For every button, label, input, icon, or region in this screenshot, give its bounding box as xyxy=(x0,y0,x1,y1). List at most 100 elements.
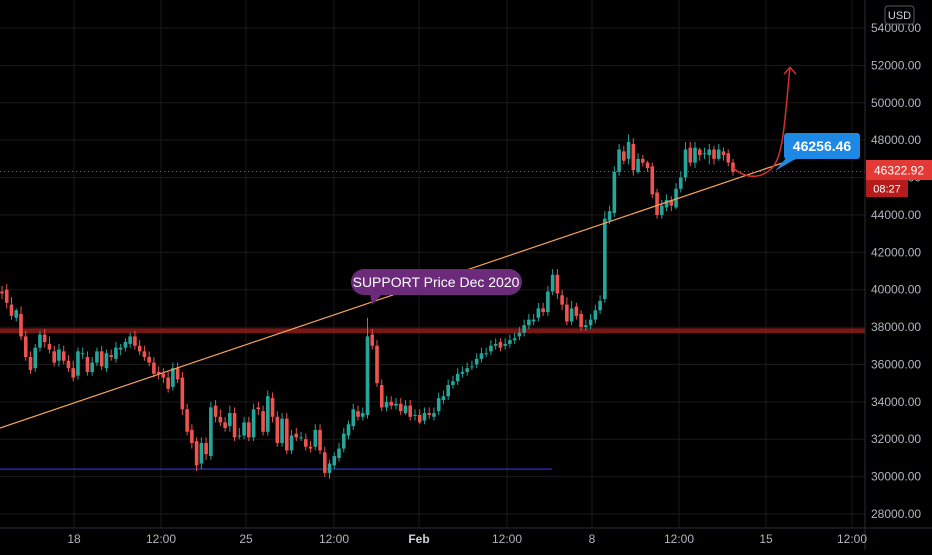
candle-body xyxy=(180,377,185,410)
currency-tag[interactable]: USD xyxy=(884,5,915,25)
time-axis[interactable]: 18 12:00 25 12:00 Feb 12:00 8 12:00 15 12:00 xyxy=(0,527,932,546)
candle xyxy=(299,431,303,442)
target-price-callout[interactable]: 46256.46 xyxy=(775,133,860,171)
candle xyxy=(436,392,441,415)
candle xyxy=(123,338,128,352)
candle-body xyxy=(455,373,460,382)
candle xyxy=(375,340,379,387)
x-tick-label: 12:00 xyxy=(664,532,694,546)
candle-body xyxy=(209,407,213,457)
candle xyxy=(142,345,147,361)
candle-body xyxy=(436,398,441,412)
candle-body xyxy=(332,456,337,466)
price-axis[interactable]: 28000.00 30000.00 32000.00 34000.00 36000.00… xyxy=(864,0,921,550)
candle xyxy=(80,347,85,359)
candle xyxy=(0,285,4,300)
candle-body xyxy=(52,351,57,363)
candle xyxy=(266,390,270,436)
candle-body xyxy=(42,334,47,343)
x-tick-label: 12:00 xyxy=(146,532,176,546)
candle xyxy=(308,441,313,453)
support-band[interactable] xyxy=(0,328,865,334)
candle-body xyxy=(427,413,432,415)
candle xyxy=(218,409,223,427)
last-price-badge: 46322.92 08:27 xyxy=(866,160,932,197)
candle xyxy=(156,366,161,380)
candle-body xyxy=(28,356,33,371)
candle-body xyxy=(493,343,498,346)
forecast-arrow[interactable] xyxy=(732,67,791,177)
y-tick-label: 38000.00 xyxy=(871,320,921,334)
candle xyxy=(626,134,631,165)
x-tick-label: 8 xyxy=(589,532,596,546)
candle-body xyxy=(327,463,332,473)
candle-body xyxy=(370,334,375,346)
candle-body xyxy=(546,291,550,313)
candle xyxy=(707,143,712,165)
candle xyxy=(47,336,52,354)
candle-body xyxy=(247,422,251,438)
candle-body xyxy=(76,351,80,376)
candle-body xyxy=(607,211,612,221)
candle-body xyxy=(261,411,265,432)
countdown-box xyxy=(866,180,908,197)
x-tick-label: Feb xyxy=(408,532,429,546)
candle-body xyxy=(527,319,531,326)
candle xyxy=(403,399,408,415)
candle xyxy=(152,356,156,378)
candle xyxy=(669,196,674,212)
candle-body xyxy=(99,351,104,367)
candle xyxy=(171,362,175,391)
candle-body xyxy=(669,199,674,206)
candle xyxy=(531,313,536,326)
candle-body xyxy=(517,332,522,337)
candle-body xyxy=(185,409,189,432)
candle-body xyxy=(104,353,109,369)
candle-body xyxy=(341,433,346,449)
candle-body xyxy=(360,413,365,417)
candle xyxy=(14,308,19,322)
x-tick-label: 25 xyxy=(239,532,253,546)
support-callout[interactable]: SUPPORT Price Dec 2020 xyxy=(351,269,522,305)
candle-body xyxy=(603,218,607,300)
candle xyxy=(394,398,398,410)
candle xyxy=(332,452,337,470)
candle-body xyxy=(137,345,142,352)
candle-body xyxy=(161,373,166,378)
candle xyxy=(389,396,394,410)
candle xyxy=(199,437,204,470)
candle xyxy=(379,379,384,412)
candle xyxy=(289,429,294,455)
candle xyxy=(137,340,142,356)
candle-body xyxy=(498,342,503,348)
candle xyxy=(574,302,579,320)
candle-body xyxy=(299,437,303,439)
candle xyxy=(712,145,716,165)
candle-body xyxy=(38,334,42,348)
candle-body xyxy=(555,274,560,294)
candle xyxy=(247,416,251,442)
x-tick-label: 12:00 xyxy=(492,532,522,546)
candle xyxy=(161,368,166,384)
candle-body xyxy=(451,381,455,386)
candle xyxy=(365,317,370,419)
y-tick-label: 40000.00 xyxy=(871,283,921,297)
candle-body xyxy=(612,171,617,214)
candle-body xyxy=(716,149,721,159)
candle-body xyxy=(322,452,327,473)
candle xyxy=(683,142,688,182)
candle-body xyxy=(285,418,289,451)
candle xyxy=(536,302,541,322)
candle xyxy=(194,437,199,472)
candle-body xyxy=(702,153,707,155)
candle xyxy=(441,390,446,404)
candle xyxy=(641,155,645,167)
candle-body xyxy=(626,142,631,159)
candle xyxy=(52,345,57,367)
candle-body xyxy=(674,188,678,208)
candle xyxy=(659,199,664,219)
x-tick-label: 18 xyxy=(67,532,81,546)
candle xyxy=(185,403,189,436)
